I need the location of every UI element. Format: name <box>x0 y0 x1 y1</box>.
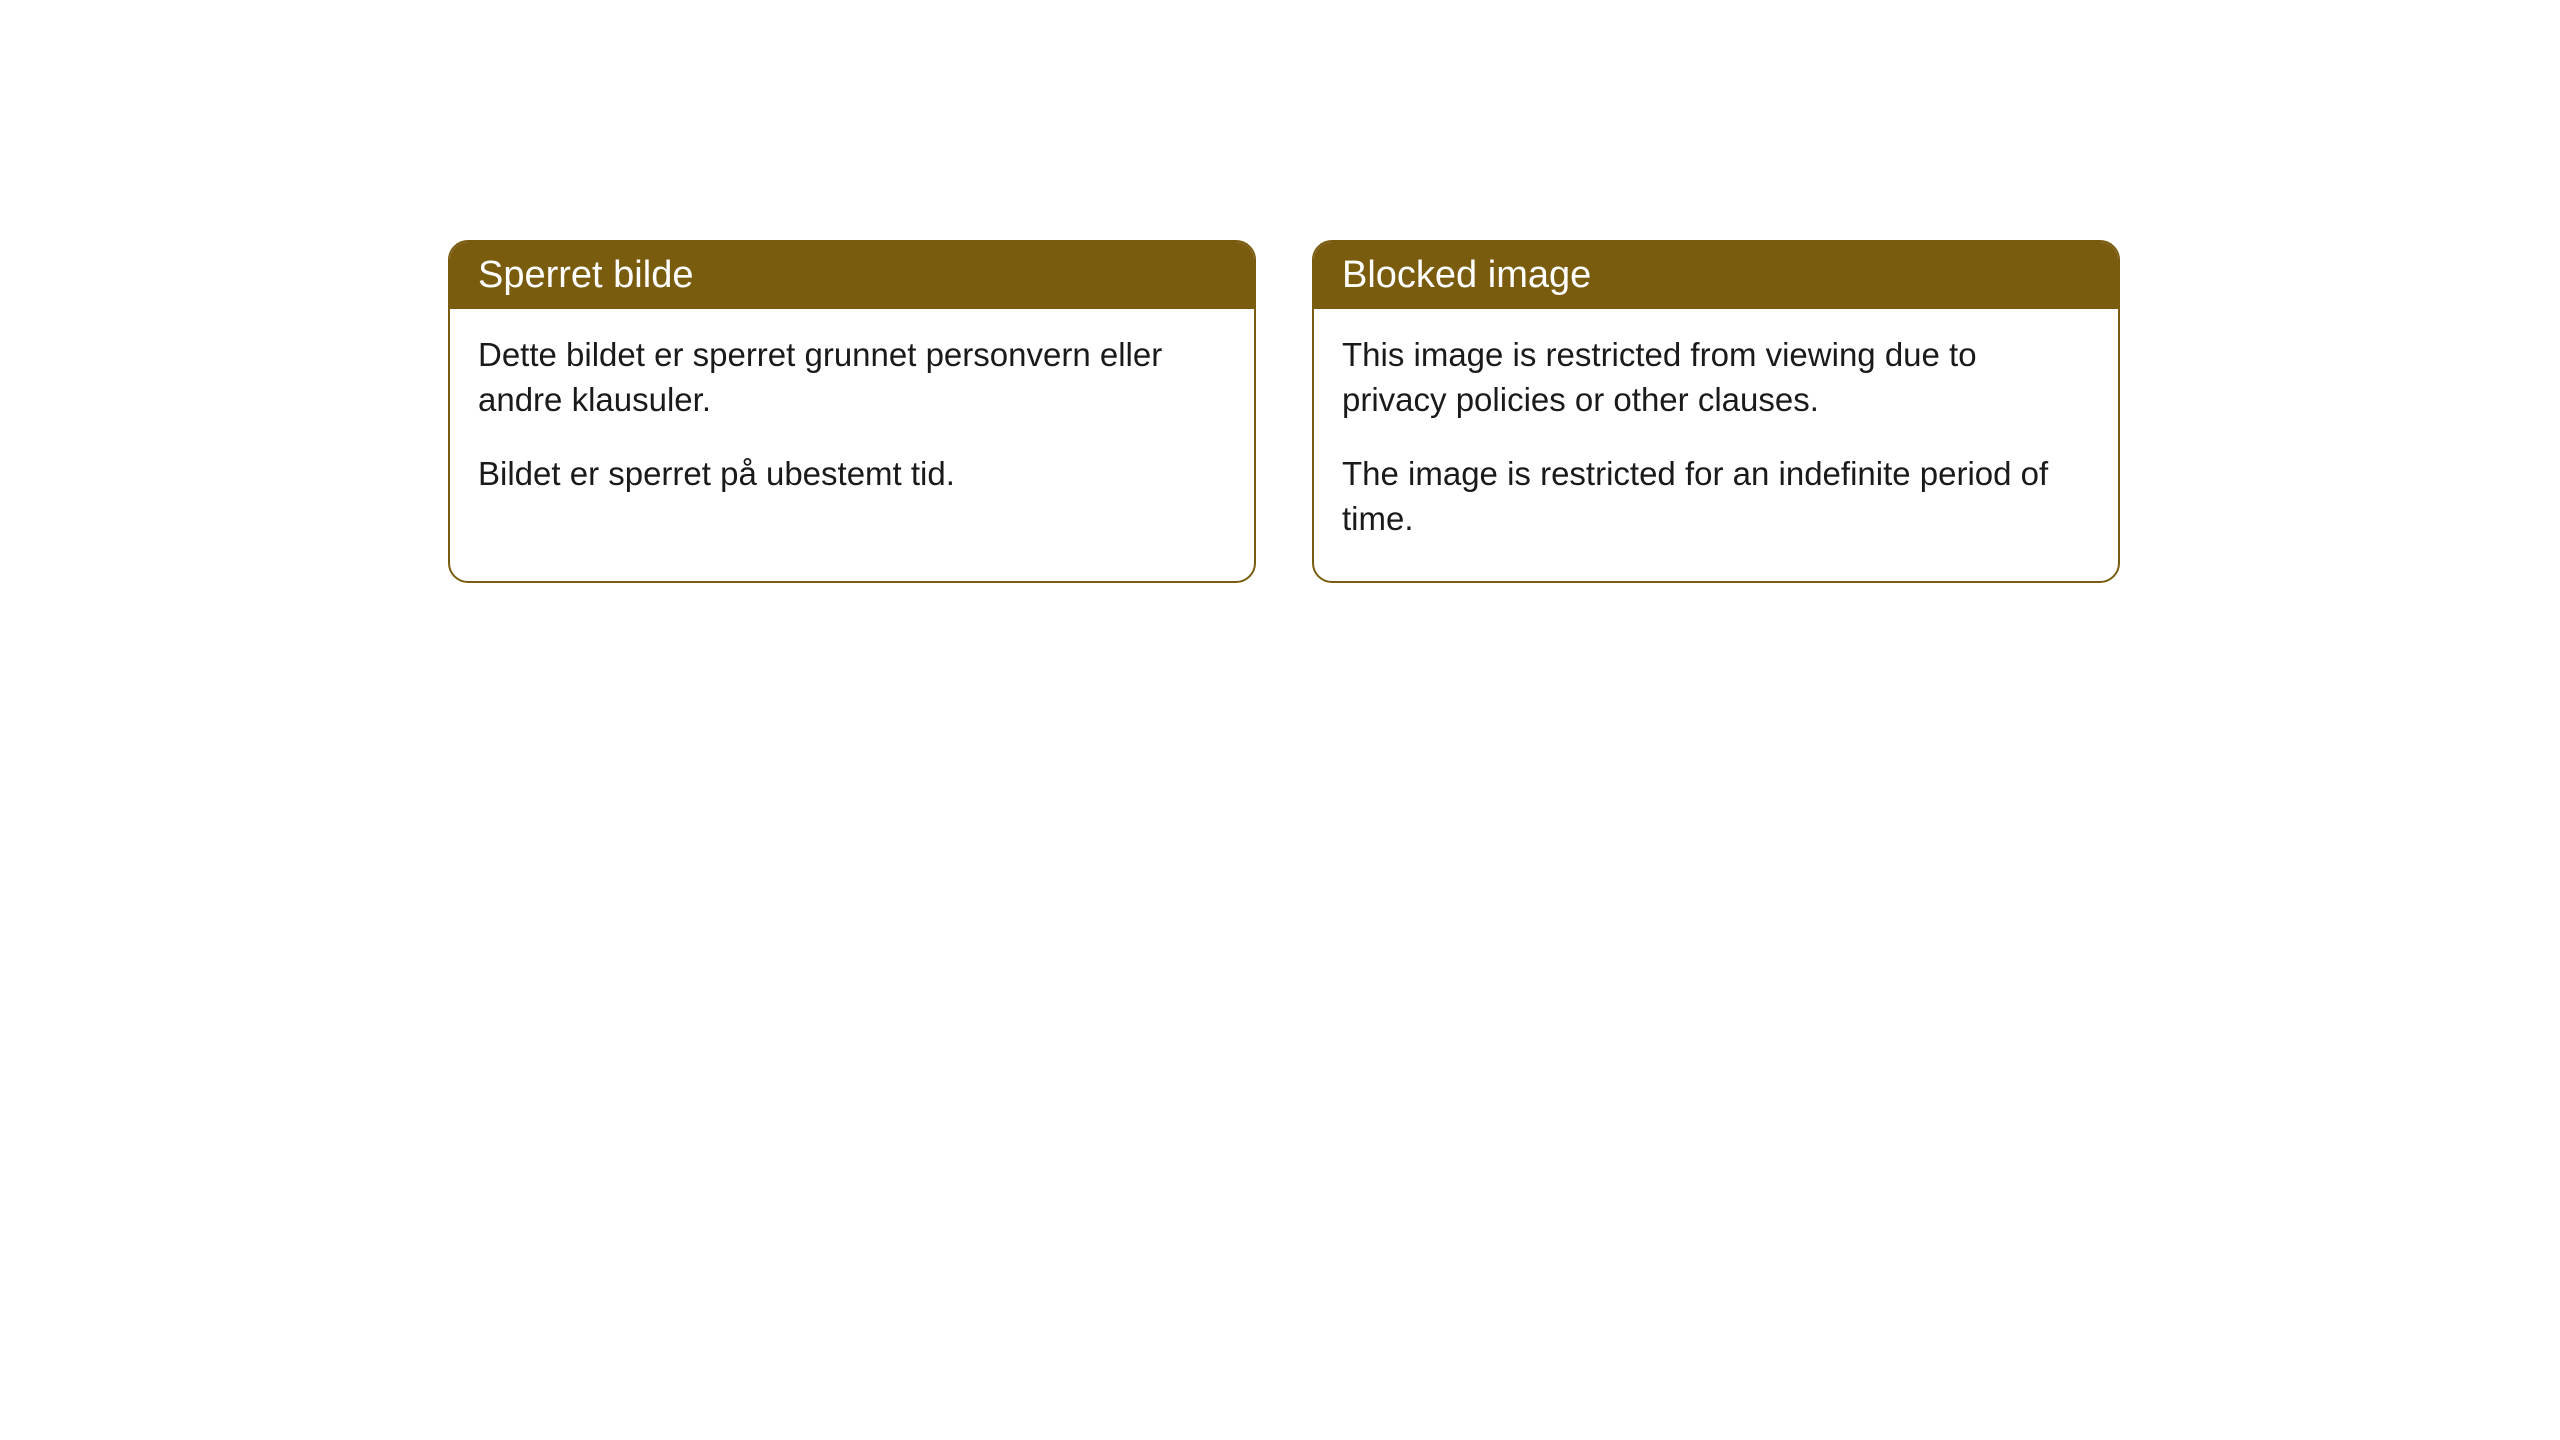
card-header-norwegian: Sperret bilde <box>450 242 1254 309</box>
blocked-image-card-norwegian: Sperret bilde Dette bildet er sperret gr… <box>448 240 1256 583</box>
card-para1-english: This image is restricted from viewing du… <box>1342 333 2090 422</box>
card-para1-norwegian: Dette bildet er sperret grunnet personve… <box>478 333 1226 422</box>
card-title-norwegian: Sperret bilde <box>478 254 693 296</box>
card-body-norwegian: Dette bildet er sperret grunnet personve… <box>450 309 1254 537</box>
card-para2-norwegian: Bildet er sperret på ubestemt tid. <box>478 452 1226 497</box>
blocked-image-card-english: Blocked image This image is restricted f… <box>1312 240 2120 583</box>
card-para2-english: The image is restricted for an indefinit… <box>1342 452 2090 541</box>
card-title-english: Blocked image <box>1342 254 1591 296</box>
notice-container: Sperret bilde Dette bildet er sperret gr… <box>448 240 2120 583</box>
card-body-english: This image is restricted from viewing du… <box>1314 309 2118 581</box>
card-header-english: Blocked image <box>1314 242 2118 309</box>
